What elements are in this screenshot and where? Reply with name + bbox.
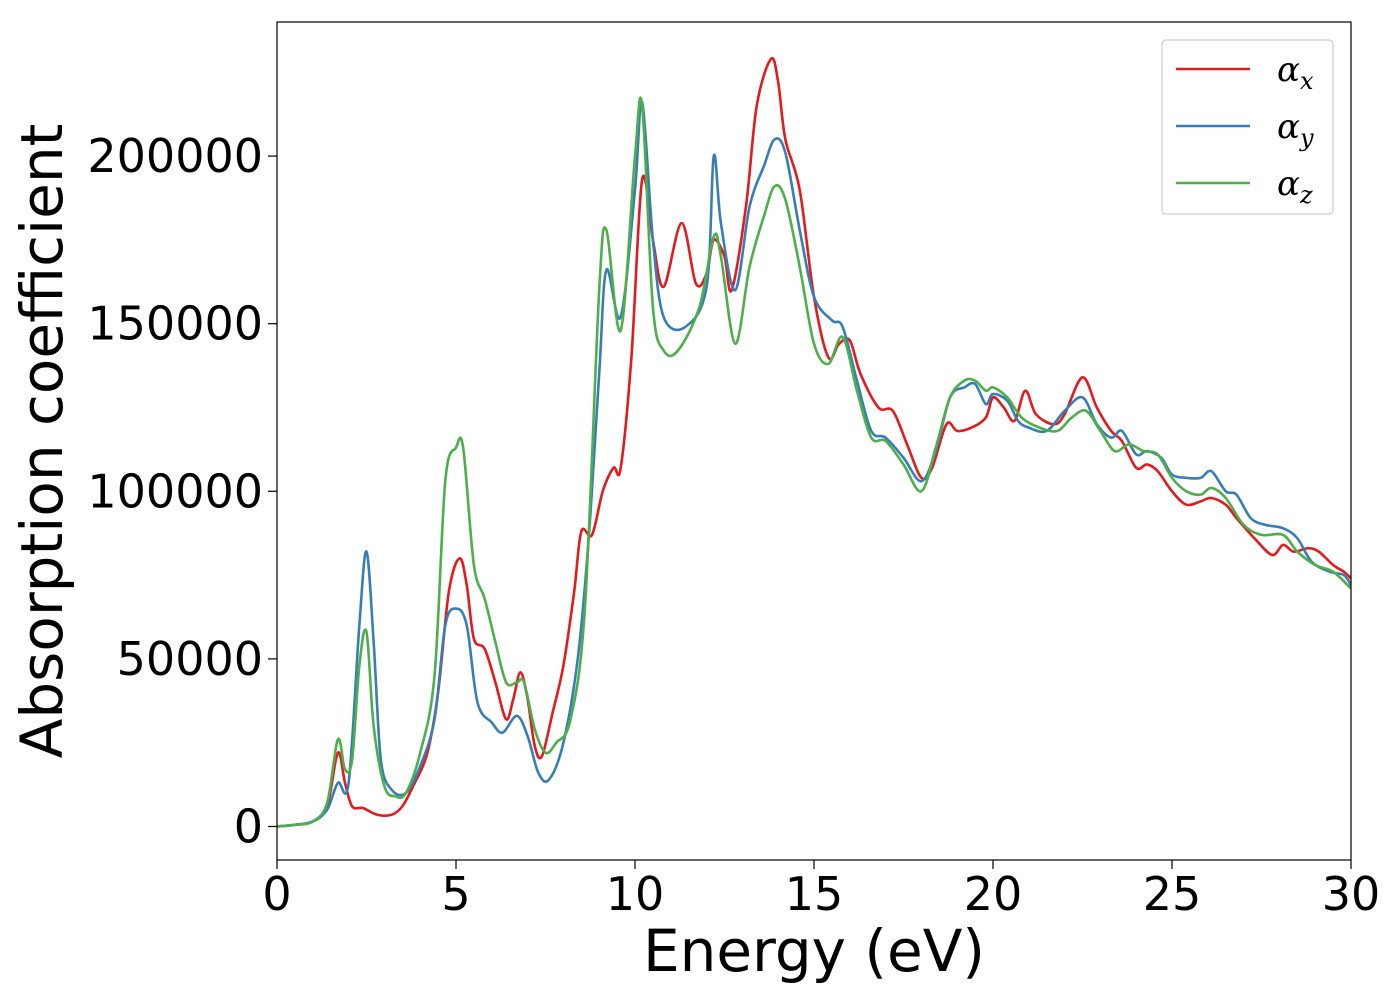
series-layer <box>277 56 1351 828</box>
x-tick-label: 30 <box>1322 867 1381 921</box>
x-axis-title: Energy (eV) <box>643 917 985 985</box>
y-axis-title: Absorption coefficient <box>8 124 76 759</box>
legend-label-base: α <box>1277 164 1300 204</box>
legend-label-subscript: z <box>1299 181 1313 209</box>
legend-label-z: αz <box>1277 164 1313 209</box>
series-line-z <box>277 96 1351 828</box>
legend-label-subscript: x <box>1300 67 1314 95</box>
y-tick-label: 50000 <box>117 632 263 686</box>
y-axis: 0 50000 100000 150000 200000 <box>87 129 277 853</box>
x-tick-label: 20 <box>964 867 1023 921</box>
x-tick-label: 15 <box>785 867 844 921</box>
y-tick-label: 0 <box>234 799 263 853</box>
legend-label-subscript: y <box>1299 124 1314 152</box>
y-tick-label: 150000 <box>87 297 263 351</box>
legend-label-base: α <box>1277 107 1300 147</box>
y-tick-label: 100000 <box>87 464 263 518</box>
x-tick-label: 5 <box>441 867 470 921</box>
x-tick-label: 25 <box>1143 867 1202 921</box>
x-axis: 0 5 10 15 20 25 30 <box>262 860 1380 921</box>
y-tick-label: 200000 <box>87 129 263 183</box>
legend-label-x: αx <box>1277 50 1314 95</box>
series-line-x <box>277 56 1351 828</box>
legend-label-base: α <box>1277 50 1300 90</box>
x-tick-label: 10 <box>606 867 665 921</box>
legend-label-y: αy <box>1277 107 1314 152</box>
x-tick-label: 0 <box>262 867 291 921</box>
